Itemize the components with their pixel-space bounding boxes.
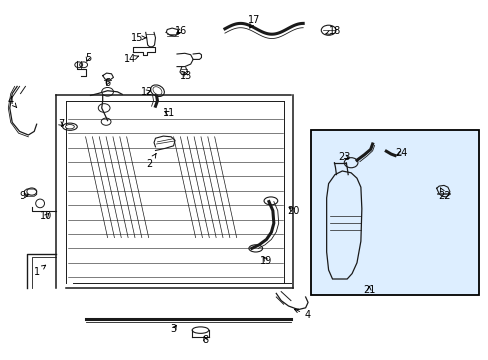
Text: 4: 4	[8, 96, 17, 108]
Text: 14: 14	[123, 54, 139, 64]
Text: 3: 3	[170, 324, 176, 334]
Text: 15: 15	[130, 33, 146, 43]
Text: 9: 9	[19, 191, 28, 201]
Text: 10: 10	[40, 211, 53, 221]
Text: 11: 11	[162, 108, 175, 118]
Text: 1: 1	[34, 265, 45, 277]
Text: 5: 5	[85, 53, 91, 63]
Text: 19: 19	[260, 256, 272, 266]
Text: 21: 21	[362, 285, 375, 295]
Text: 16: 16	[174, 26, 187, 36]
Text: 13: 13	[179, 71, 192, 81]
Text: 17: 17	[247, 15, 260, 28]
Text: 24: 24	[394, 148, 407, 158]
Text: 22: 22	[438, 188, 450, 201]
Text: 23: 23	[338, 152, 350, 162]
Text: 20: 20	[286, 206, 299, 216]
Ellipse shape	[65, 125, 74, 129]
Text: 18: 18	[325, 26, 341, 36]
Text: 8: 8	[202, 335, 208, 345]
Text: 7: 7	[58, 119, 64, 129]
Text: 2: 2	[146, 154, 156, 169]
FancyBboxPatch shape	[310, 130, 478, 295]
Text: 6: 6	[104, 78, 110, 88]
Text: 12: 12	[140, 87, 153, 97]
Text: 4: 4	[294, 309, 310, 320]
Ellipse shape	[153, 87, 162, 95]
